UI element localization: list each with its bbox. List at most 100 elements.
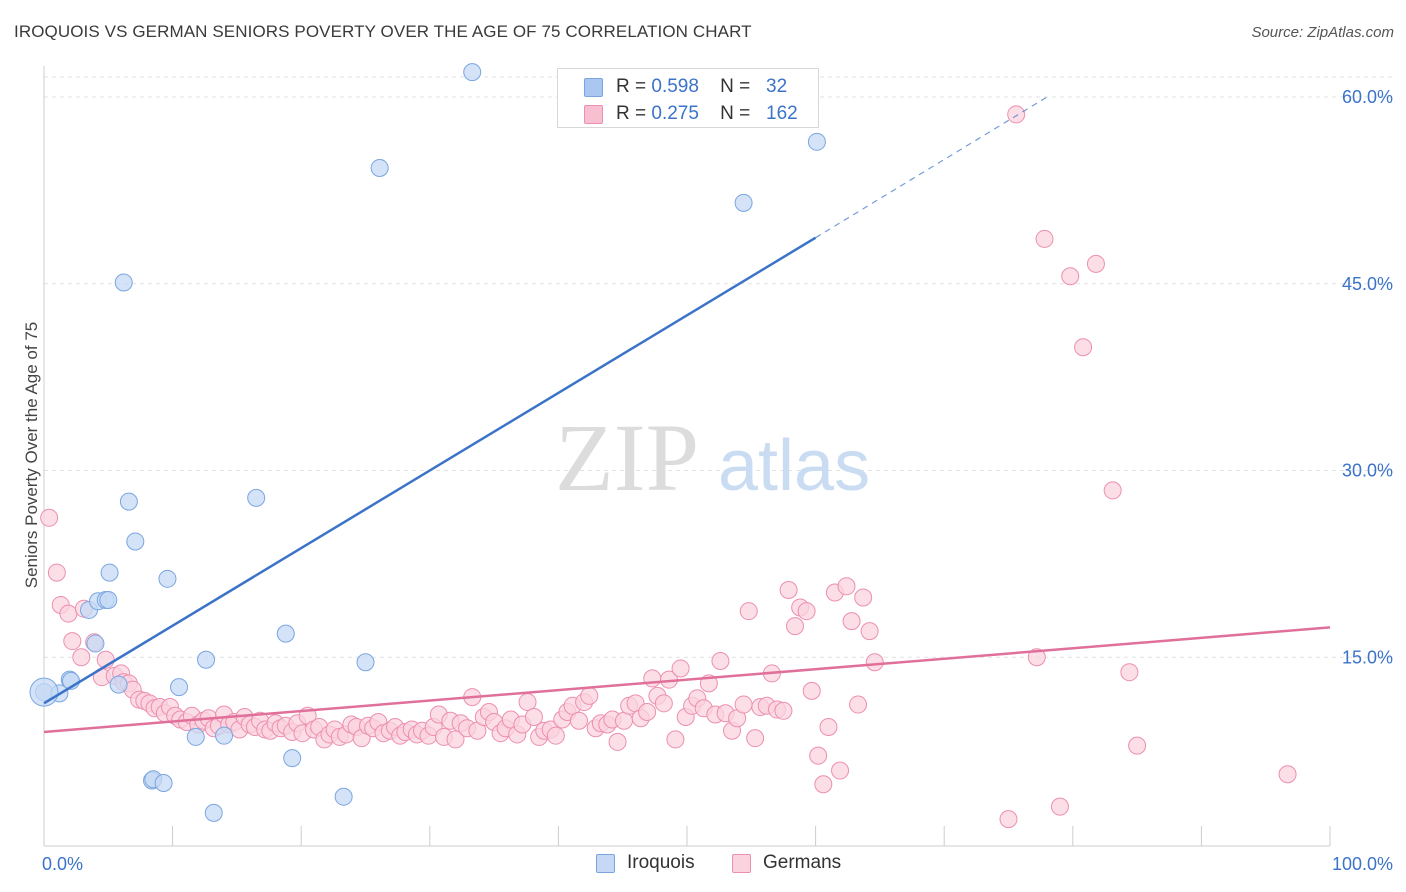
legend: R = 0.598 N = 32 R = 0.275 N = 162 [557,68,819,128]
germans-point [1074,338,1093,357]
germans-point [1007,105,1026,124]
legend-r-value: 0.275 [651,103,699,124]
germans-point [746,729,765,748]
tick-labels: 15.0% 30.0% 45.0% 60.0% 0.0% 100.0% [42,87,1393,874]
germans-point [524,708,543,727]
germans-point [711,651,730,670]
germans-point [1120,663,1139,682]
germans-point [802,681,821,700]
axes [43,66,1331,847]
bottom-legend-label-iroquois: Iroquois [627,852,695,873]
germans-point [849,695,868,714]
watermark: ZIP atlas [555,404,870,511]
iroquois-point [807,132,826,151]
germans-point [831,761,850,780]
germans-point [518,693,537,712]
germans-point [446,730,465,749]
iroquois-point [99,590,118,609]
germans-point [1027,648,1046,667]
trend-lines [43,96,1331,734]
germans-point [854,588,873,607]
legend-swatch-germans [584,105,603,124]
germans-point [643,669,662,688]
legend-n-label: N = [720,103,751,124]
y-tick-label: 30.0% [1342,461,1393,481]
legend-r-value: 0.598 [651,76,699,97]
germans-point [819,717,838,736]
watermark-zip: ZIP [555,404,699,511]
germans-point [809,746,828,765]
germans-point [786,617,805,636]
legend-r-label: R = [616,76,647,97]
y-tick-label: 60.0% [1342,87,1393,107]
watermark-atlas: atlas [718,426,870,506]
iroquois-point [126,532,145,551]
grid-lines [44,76,1392,658]
germans-point [1278,765,1297,784]
germans-point [1086,254,1105,273]
iroquois-trend-line [43,236,817,705]
iroquois-point [370,158,389,177]
y-tick-label: 15.0% [1342,647,1393,667]
legend-r-label: R = [616,103,647,124]
germans-point [1061,267,1080,286]
germans-point [671,659,690,678]
iroquois-point [334,787,353,806]
germans-point [797,602,816,621]
iroquois-point [119,492,138,511]
germans-point [779,581,798,600]
iroquois-point [114,273,133,292]
iroquois-point [283,749,302,768]
germans-point [638,703,657,722]
iroquois-point [204,803,223,822]
bottom-legend-swatch-iroquois [596,854,615,873]
germans-point [1035,229,1054,248]
germans-point [614,711,633,730]
iroquois-trend-extension [815,96,1048,239]
x-tick-label: 0.0% [42,854,83,874]
germans-point [40,508,59,527]
bottom-legend-swatch-germans [732,854,751,873]
legend-swatch-iroquois [584,78,603,97]
germans-point [1103,481,1122,500]
iroquois-point [186,727,205,746]
germans-point [63,632,82,651]
iroquois-point [197,650,216,669]
iroquois-point [356,653,375,672]
bottom-legend-label-germans: Germans [763,852,842,873]
germans-point [739,602,758,621]
germans-point [734,695,753,714]
germans-point [865,653,884,672]
legend-n-value: 162 [766,103,798,124]
iroquois-point [100,563,119,582]
germans-point [999,810,1018,829]
germans-point [1050,797,1069,816]
germans-point [59,604,78,623]
germans-point [814,775,833,794]
iroquois-point [734,193,753,212]
germans-point [860,622,879,641]
source-label: Source: ZipAtlas.com [1251,24,1394,41]
legend-n-label: N = [720,76,751,97]
iroquois-point [215,726,234,745]
germans-point [842,612,861,631]
germans-trend-line [43,626,1331,734]
iroquois-point [463,63,482,82]
iroquois-point [247,488,266,507]
germans-point [774,701,793,720]
chart-title: IROQUOIS VS GERMAN SENIORS POVERTY OVER … [14,22,752,41]
iroquois-point [109,675,128,694]
germans-point [569,711,588,730]
germans-point [608,732,627,751]
germans-point [666,730,685,749]
iroquois-point [86,634,105,653]
iroquois-point [276,624,295,643]
germans-point [47,563,66,582]
iroquois-point [170,678,189,697]
germans-point [546,726,565,745]
y-tick-label: 45.0% [1342,274,1393,294]
x-tick-label: 100.0% [1332,854,1393,874]
germans-point [72,648,91,667]
iroquois-point [158,569,177,588]
